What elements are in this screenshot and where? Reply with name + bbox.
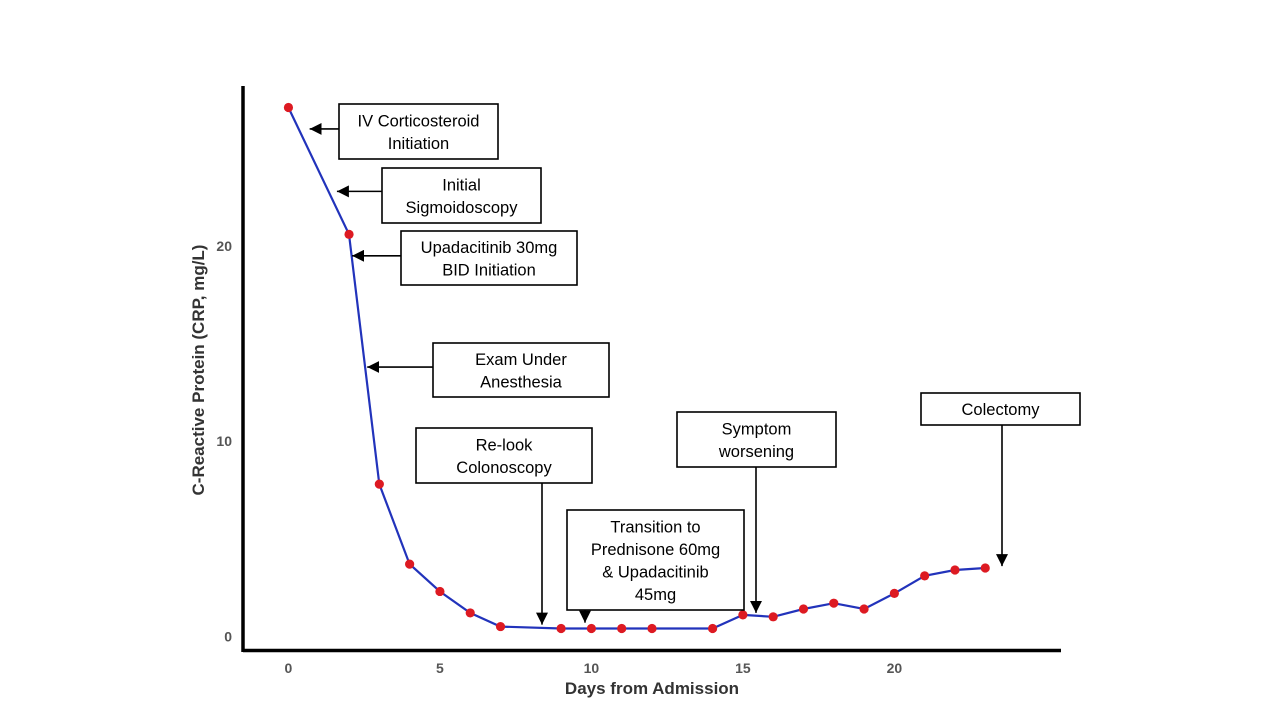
- annotation-text: Transition to: [610, 518, 700, 536]
- x-tick-label: 0: [285, 660, 293, 676]
- annotation-text: Upadacitinib 30mg: [421, 239, 558, 257]
- annotation-text: 45mg: [635, 586, 676, 604]
- crp-data-point: [768, 612, 778, 622]
- x-tick-label: 5: [436, 660, 444, 676]
- annotation-text: Exam Under: [475, 351, 567, 369]
- annotation-text: Colectomy: [962, 401, 1041, 419]
- annotation-text: worsening: [718, 443, 794, 461]
- annotation: Re-look Colonoscopy: [415, 427, 593, 625]
- annotation-box: [920, 392, 1081, 426]
- crp-data-point: [344, 229, 354, 239]
- crp-data-point: [374, 479, 384, 489]
- annotation: Initial Sigmoidoscopy: [336, 167, 542, 224]
- crp-data-point: [617, 623, 627, 634]
- crp-data-point: [980, 563, 990, 573]
- crp-data-point: [950, 565, 960, 575]
- annotation-text: IV Corticosteroid: [358, 112, 480, 130]
- annotation-box: [676, 411, 837, 468]
- annotation: IV Corticosteroid Initiation: [309, 103, 499, 160]
- crp-data-point: [798, 604, 809, 614]
- annotation: Transition to Prednisone 60mg & Upadacitin…: [566, 509, 745, 623]
- annotation-box: [566, 509, 745, 611]
- annotation-text: Sigmoidoscopy: [406, 199, 519, 217]
- tick-labels: 0 5 10 15 20 0 10 20: [216, 238, 902, 676]
- annotation-text: BID Initiation: [442, 261, 536, 279]
- event-annotations: IV Corticosteroid Initiation Initial Sigmoi…: [309, 103, 1081, 625]
- crp-data-point: [707, 623, 718, 634]
- annotation-text: Colonoscopy: [456, 459, 552, 477]
- y-tick-label: 0: [224, 628, 232, 644]
- annotation-text: Anesthesia: [480, 373, 562, 391]
- annotation-text: Symptom: [722, 420, 792, 438]
- crp-data-point: [859, 604, 869, 614]
- crp-data-point: [586, 623, 597, 634]
- x-tick-label: 10: [584, 660, 600, 676]
- annotation-box: [432, 342, 610, 398]
- annotation-box: [400, 230, 578, 286]
- x-tick-label: 20: [887, 660, 903, 676]
- crp-data-point: [283, 102, 294, 113]
- annotation-box: [415, 427, 593, 484]
- annotation-text: Initial: [442, 176, 481, 194]
- annotation-box: [338, 103, 499, 160]
- crp-data-point: [465, 608, 475, 618]
- crp-data-point: [435, 586, 445, 597]
- annotation: Symptom worsening: [676, 411, 837, 613]
- x-axis-title: Days from Admission: [565, 679, 739, 698]
- annotation-text: Initiation: [388, 135, 449, 153]
- annotation: Colectomy: [920, 392, 1081, 567]
- crp-series: [283, 102, 990, 634]
- annotation-box: [381, 167, 542, 224]
- crp-data-point: [405, 559, 415, 569]
- crp-data-point: [647, 623, 657, 634]
- annotation-text: Prednisone 60mg: [591, 541, 720, 559]
- crp-data-point: [920, 571, 930, 581]
- annotation-text: Re-look: [476, 436, 534, 454]
- y-tick-label: 20: [216, 238, 232, 254]
- annotation: Exam Under Anesthesia: [367, 342, 610, 398]
- annotation: Upadacitinib 30mg BID Initiation: [352, 230, 578, 286]
- y-axis-title: C-Reactive Protein (CRP, mg/L): [189, 245, 208, 496]
- crp-data-point: [556, 623, 566, 634]
- crp-data-point: [829, 598, 839, 608]
- y-tick-label: 10: [216, 433, 232, 449]
- crp-data-point: [889, 588, 899, 599]
- crp-data-point: [495, 621, 506, 632]
- crp-data-point: [738, 610, 748, 620]
- x-tick-label: 15: [735, 660, 751, 676]
- annotation-text: & Upadacitinib: [602, 563, 708, 581]
